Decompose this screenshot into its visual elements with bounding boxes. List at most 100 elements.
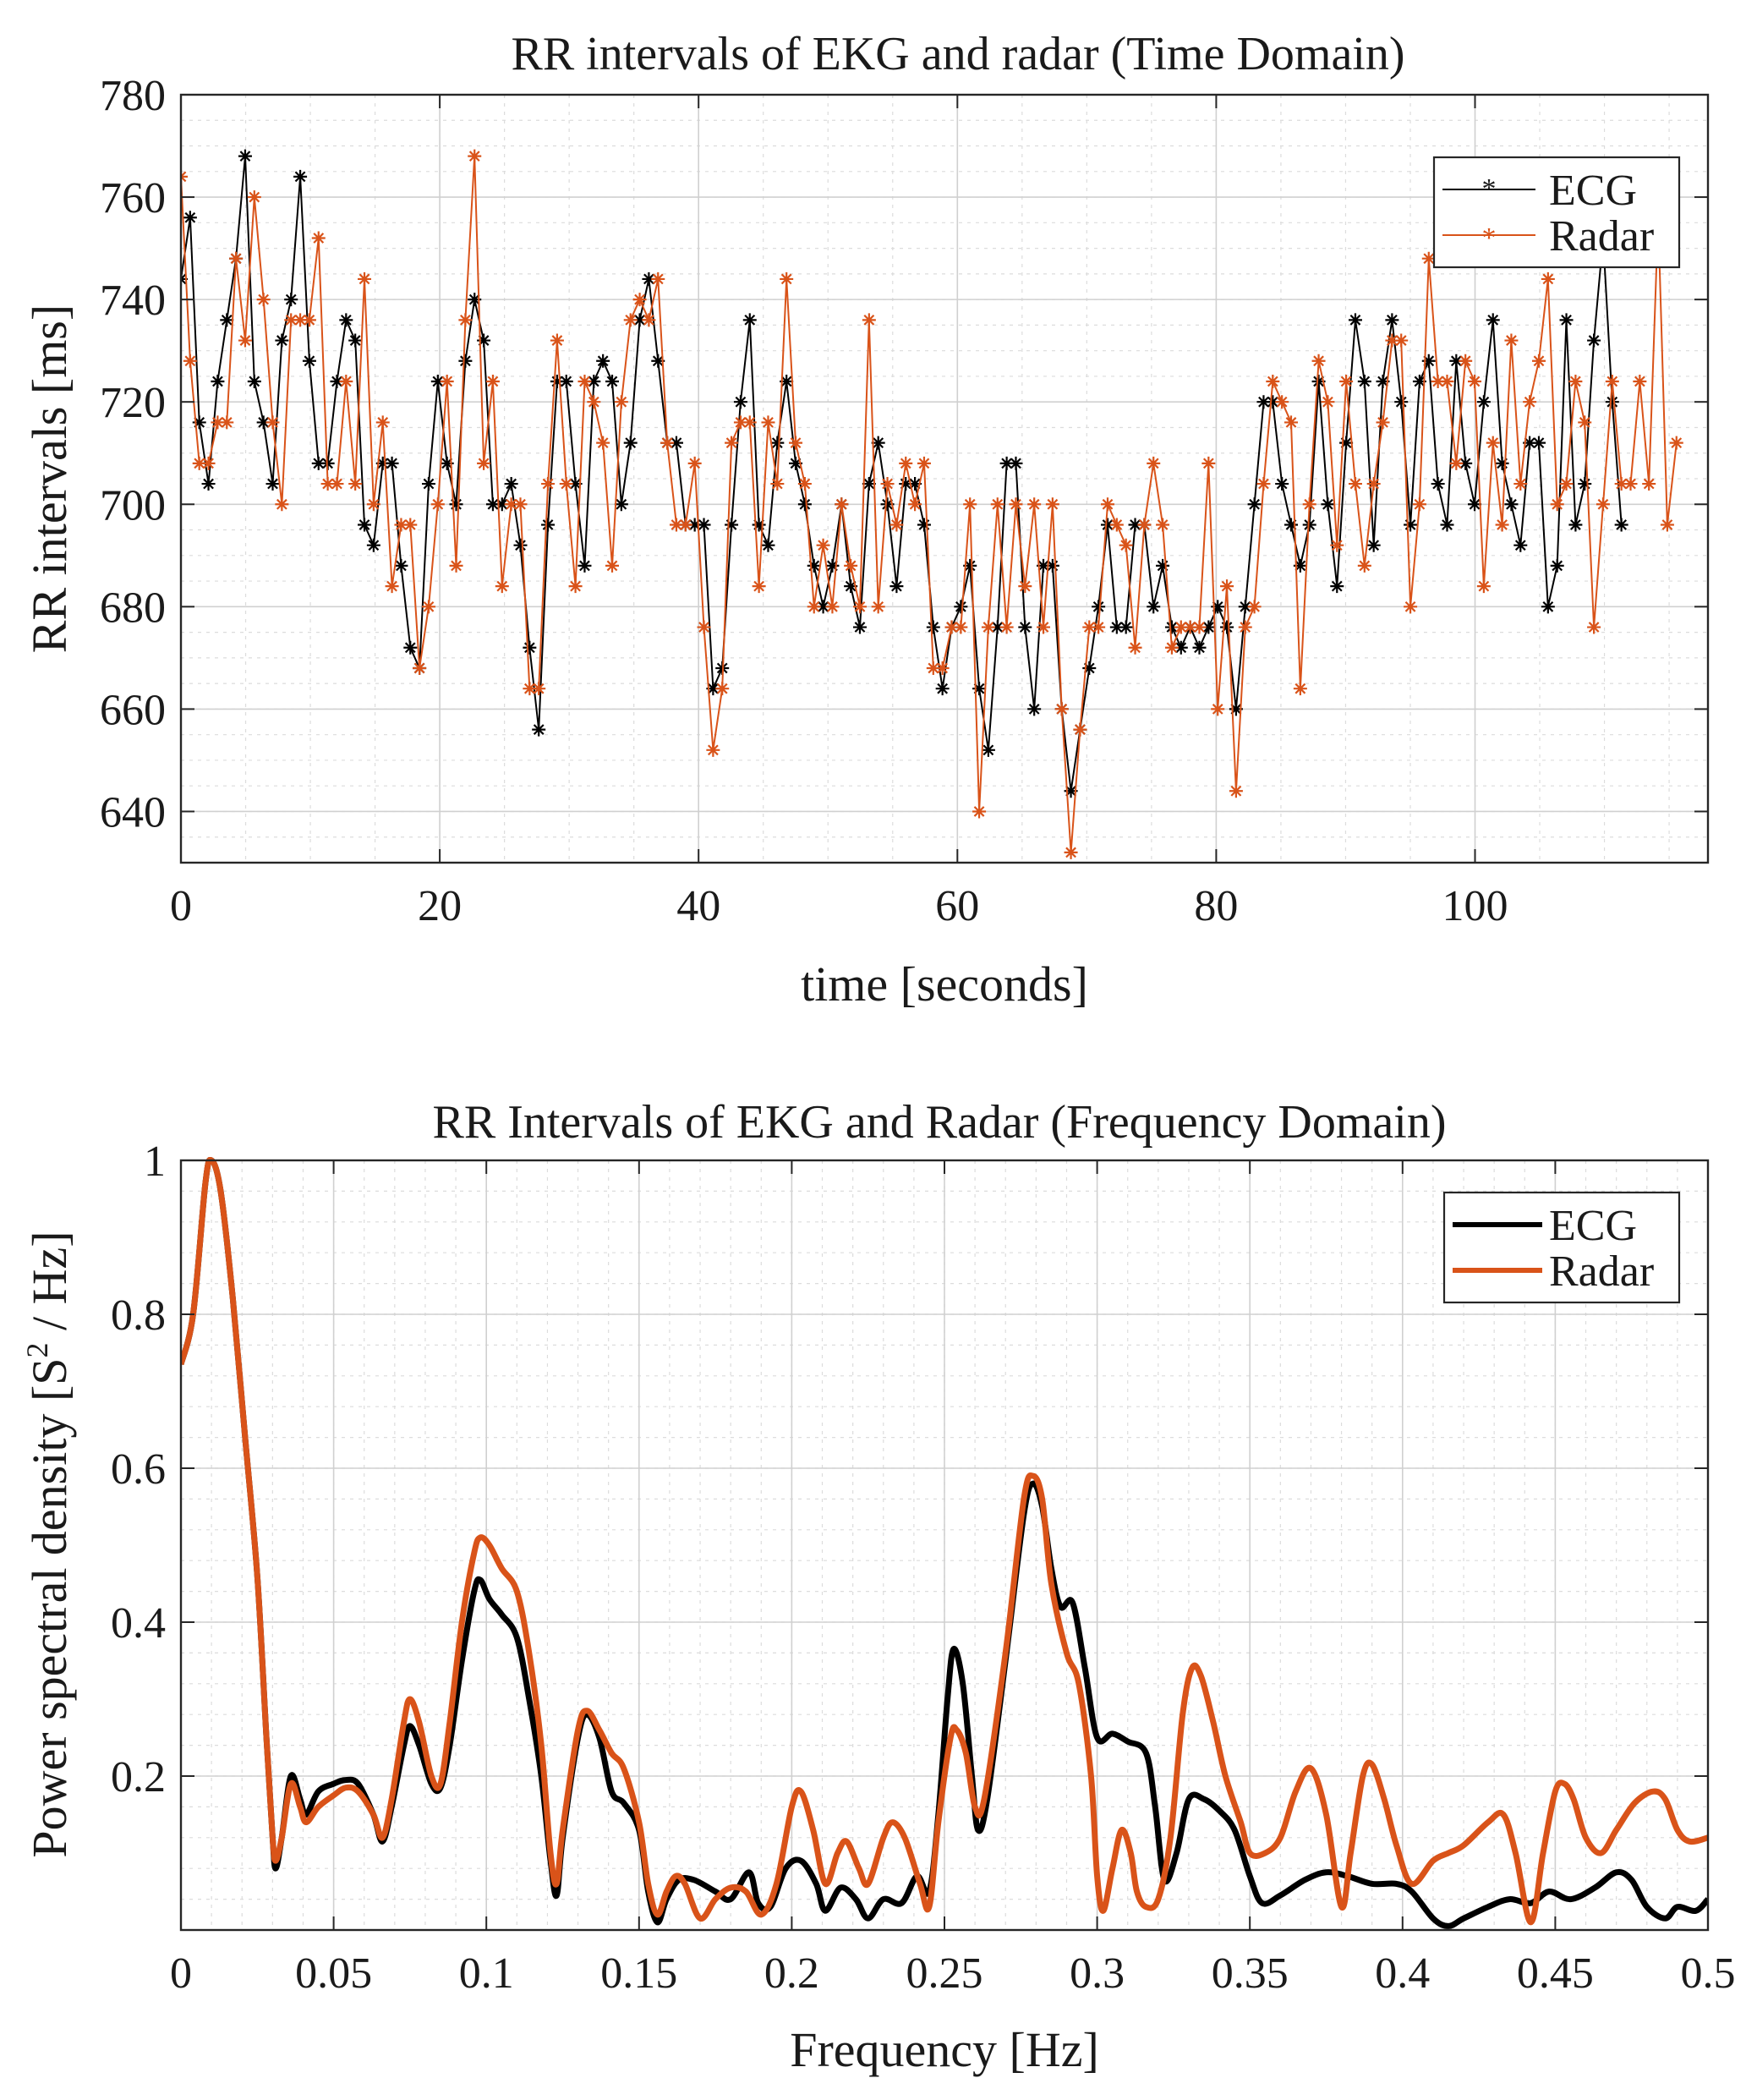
data-point-radar xyxy=(238,333,252,348)
y-tick-label: 0.8 xyxy=(111,1291,166,1340)
data-point-ecg xyxy=(1531,436,1546,450)
frequency-domain-title: RR Intervals of EKG and Radar (Frequency… xyxy=(433,1096,1447,1149)
data-point-ecg xyxy=(247,374,261,388)
data-point-radar xyxy=(871,600,885,614)
data-point-radar xyxy=(835,497,849,512)
data-point-radar xyxy=(1550,497,1564,512)
data-point-radar xyxy=(642,313,656,327)
data-point-radar xyxy=(330,477,344,491)
data-point-ecg xyxy=(430,374,445,388)
data-point-radar xyxy=(1578,415,1592,430)
data-point-ecg xyxy=(1376,374,1390,388)
data-point-radar xyxy=(972,804,987,819)
x-tick-label: 0.1 xyxy=(459,1949,514,1998)
data-point-radar xyxy=(853,600,867,614)
data-point-radar xyxy=(605,558,620,573)
x-tick-label: 20 xyxy=(418,882,462,930)
data-point-ecg xyxy=(1109,620,1124,634)
data-point-radar xyxy=(807,600,821,614)
data-point-radar xyxy=(1431,374,1445,388)
data-point-ecg xyxy=(1513,538,1528,552)
data-point-radar xyxy=(1633,374,1647,388)
data-point-radar xyxy=(862,313,876,327)
data-point-ecg xyxy=(1147,600,1161,614)
data-point-radar xyxy=(687,456,702,470)
y-tick-label: 0.4 xyxy=(111,1599,166,1648)
data-point-radar xyxy=(495,579,509,594)
data-point-ecg xyxy=(844,579,858,594)
data-point-radar xyxy=(532,682,546,696)
data-point-radar xyxy=(1330,538,1344,552)
frequency-domain-series xyxy=(181,1157,1708,1929)
data-point-radar xyxy=(880,477,895,491)
data-point-radar xyxy=(742,415,757,430)
data-point-radar xyxy=(596,436,610,450)
data-point-ecg xyxy=(789,456,803,470)
x-tick-label: 0.5 xyxy=(1681,1949,1736,1998)
data-point-ecg xyxy=(1486,313,1500,327)
data-point-radar xyxy=(229,251,244,266)
data-point-radar xyxy=(559,477,573,491)
data-point-ecg xyxy=(1275,477,1289,491)
data-point-radar xyxy=(1587,620,1601,634)
time-domain-legend-box xyxy=(1432,156,1681,269)
x-tick-label: 0.05 xyxy=(295,1949,372,1998)
data-point-radar xyxy=(1541,271,1555,286)
y-tick-label: 780 xyxy=(100,72,166,120)
time-domain-legend: * ECG * Radar xyxy=(1432,156,1681,269)
data-point-radar xyxy=(770,477,785,491)
x-tick-label: 60 xyxy=(935,882,979,930)
data-point-ecg xyxy=(963,558,977,573)
time-domain-series xyxy=(181,149,1683,859)
data-point-radar xyxy=(541,477,556,491)
data-point-radar xyxy=(485,374,500,388)
data-point-ecg xyxy=(1311,374,1326,388)
data-point-ecg xyxy=(1037,558,1051,573)
data-point-ecg xyxy=(1156,558,1170,573)
x-tick-label: 0.3 xyxy=(1070,1949,1125,1998)
y-tick-label: 720 xyxy=(100,379,166,427)
data-point-ecg xyxy=(687,518,702,532)
data-point-radar xyxy=(458,313,473,327)
data-point-radar xyxy=(302,313,316,327)
data-point-radar xyxy=(504,497,518,512)
data-point-radar xyxy=(733,415,747,430)
data-point-ecg xyxy=(1412,374,1426,388)
x-tick-label: 0.4 xyxy=(1375,1949,1430,1998)
data-point-ecg xyxy=(669,436,683,450)
data-point-ecg xyxy=(1421,354,1436,368)
series-line-ecg xyxy=(181,156,1623,792)
legend-ecg-label-2: ECG xyxy=(1549,1202,1637,1250)
data-point-ecg xyxy=(1256,395,1271,409)
data-point-radar xyxy=(275,497,289,512)
data-point-ecg xyxy=(458,354,473,368)
data-point-ecg xyxy=(1211,600,1225,614)
frequency-domain-legend-box xyxy=(1442,1191,1681,1304)
data-point-radar xyxy=(1404,600,1418,614)
data-point-radar xyxy=(293,313,308,327)
data-point-ecg xyxy=(1229,702,1243,716)
data-point-radar xyxy=(1183,620,1197,634)
data-point-radar xyxy=(358,271,372,286)
data-point-radar xyxy=(1045,497,1059,512)
data-point-ecg xyxy=(311,456,326,470)
data-point-ecg xyxy=(1164,620,1179,634)
frequency-domain-x-label-text: Frequency [Hz] xyxy=(790,2022,1099,2077)
y-tick-label: 640 xyxy=(100,788,166,836)
data-point-radar xyxy=(440,374,454,388)
data-point-radar xyxy=(1596,497,1610,512)
data-point-ecg xyxy=(981,743,995,757)
data-point-radar xyxy=(1311,354,1326,368)
data-point-ecg xyxy=(1027,702,1042,716)
data-point-ecg xyxy=(275,333,289,348)
frequency-domain-y-label-sup: 2 xyxy=(20,1342,54,1357)
data-point-ecg xyxy=(797,497,812,512)
data-point-ecg xyxy=(366,538,380,552)
data-point-radar xyxy=(1449,456,1464,470)
data-point-ecg xyxy=(1082,661,1097,675)
data-point-ecg xyxy=(1357,374,1371,388)
data-point-radar xyxy=(632,293,647,307)
data-point-radar xyxy=(697,620,711,634)
data-point-radar xyxy=(1412,497,1426,512)
